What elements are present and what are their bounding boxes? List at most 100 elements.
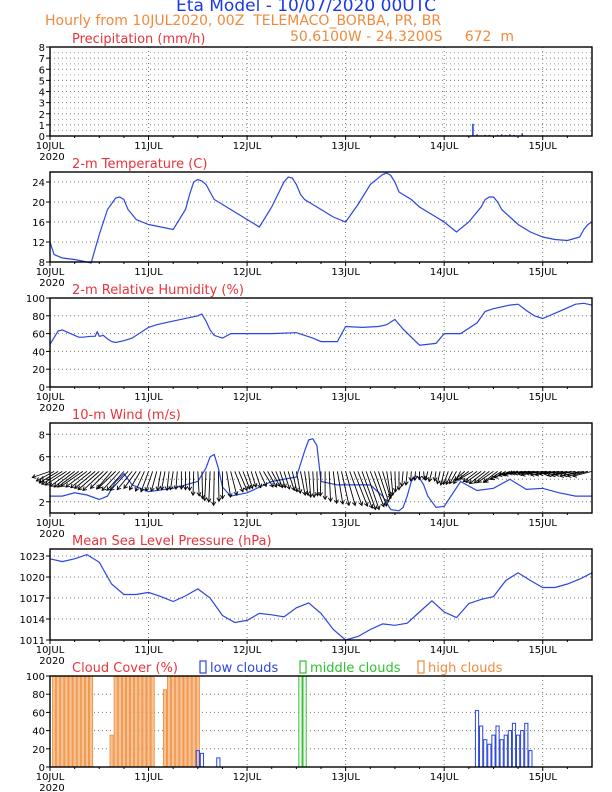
cloud-low-bar bbox=[474, 710, 480, 768]
wind-arrow-head bbox=[408, 477, 414, 482]
cloud-high-bar bbox=[183, 675, 188, 768]
wind-arrow-head bbox=[412, 476, 418, 482]
x-tick-label: 13JUL bbox=[331, 267, 360, 278]
wind-arrow bbox=[465, 471, 482, 483]
y-tick-label: 80 bbox=[32, 690, 45, 701]
wind-arrow-head bbox=[421, 475, 427, 481]
wind-arrow bbox=[436, 471, 441, 484]
x-tick-label: 14JUL bbox=[430, 772, 459, 783]
wind-arrow bbox=[525, 470, 547, 474]
wind-arrow bbox=[192, 471, 195, 496]
wind-arrow bbox=[572, 470, 593, 477]
wind-arrow-head bbox=[529, 471, 535, 477]
cloud-low-bar bbox=[524, 722, 529, 768]
y-tick-label: 100 bbox=[26, 294, 45, 305]
wind-arrow-head bbox=[453, 479, 458, 485]
panel-frame bbox=[49, 422, 593, 514]
x-tick-label: 13JUL bbox=[331, 518, 360, 529]
wind-arrow bbox=[129, 471, 141, 490]
wind-arrow-head bbox=[65, 483, 70, 488]
wind-arrow-head bbox=[358, 501, 364, 507]
wind-arrow-head bbox=[216, 497, 222, 503]
y-tick-label: 4 bbox=[39, 475, 45, 486]
y-tick-label: 1011 bbox=[20, 636, 45, 647]
wind-arrow bbox=[410, 471, 412, 481]
wind-arrow bbox=[110, 471, 129, 491]
x-tick-label: 10JUL bbox=[36, 392, 65, 403]
y-tick-label: 20 bbox=[32, 745, 45, 756]
wind-arrow-head bbox=[393, 487, 398, 493]
wind-arrow-head bbox=[442, 480, 447, 486]
cloud-high-bar bbox=[121, 675, 126, 768]
wind-arrow-head bbox=[559, 472, 565, 478]
wind-arrow bbox=[308, 471, 312, 498]
cloud-high-bar bbox=[56, 675, 61, 768]
wind-arrow-head bbox=[345, 501, 351, 507]
x-tick-label: 10JUL bbox=[36, 645, 65, 656]
cloud-high-bar bbox=[80, 675, 85, 768]
panel-frame bbox=[49, 171, 593, 263]
mslp-series-line bbox=[49, 553, 593, 641]
x-tick-label: 12JUL bbox=[233, 645, 262, 656]
wind-arrow-head bbox=[538, 471, 544, 477]
wind-arrow bbox=[213, 471, 215, 506]
y-tick-label: 12 bbox=[32, 238, 45, 249]
wind-arrow-head bbox=[173, 485, 179, 490]
wind-arrow bbox=[316, 471, 319, 496]
wind-arrow bbox=[469, 471, 486, 484]
wind-arrow bbox=[279, 471, 286, 488]
wind-arrow-head bbox=[123, 484, 128, 490]
y-tick-label: 60 bbox=[32, 708, 45, 719]
wind-arrow bbox=[445, 471, 453, 485]
wind-arrow-head bbox=[455, 476, 461, 481]
wind-arrow bbox=[166, 471, 170, 491]
wind-arrow bbox=[123, 471, 137, 489]
wind-arrow bbox=[250, 471, 257, 488]
x-tick-label: 13JUL bbox=[331, 392, 360, 403]
x-tick-label: 10JUL bbox=[36, 772, 65, 783]
wind-arrow-head bbox=[38, 479, 44, 484]
wind-arrow-head bbox=[333, 499, 339, 505]
precip-bar bbox=[476, 134, 478, 136]
x-tick-label: 15JUL bbox=[528, 392, 557, 403]
wind-arrow bbox=[287, 471, 295, 491]
y-tick-label: 100 bbox=[26, 672, 45, 683]
wind-arrow bbox=[208, 471, 211, 502]
wind-arrow-head bbox=[89, 484, 95, 490]
wind-arrow-head bbox=[227, 493, 233, 499]
wind-arrow bbox=[369, 471, 385, 507]
wind-arrow bbox=[544, 470, 564, 475]
wind-arrow bbox=[77, 471, 100, 491]
y-tick-label: 3 bbox=[39, 99, 45, 110]
x-tick-sublabel: 2020 bbox=[39, 278, 64, 289]
cloud-high-bar bbox=[126, 675, 131, 768]
wind-arrow-head bbox=[520, 471, 526, 477]
wind-arrow bbox=[414, 471, 416, 481]
x-tick-label: 13JUL bbox=[331, 772, 360, 783]
cloud-high-bar bbox=[60, 675, 65, 768]
precip-bar bbox=[472, 123, 474, 136]
wind-arrow-head bbox=[510, 470, 516, 476]
wind-arrow-head bbox=[322, 495, 328, 501]
wind-arrow-head bbox=[297, 489, 303, 494]
cloud-low-bar bbox=[483, 739, 488, 768]
y-tick-label: 24 bbox=[32, 178, 45, 189]
wind-arrow-head bbox=[202, 496, 208, 502]
wind-arrow-head bbox=[206, 498, 212, 503]
x-tick-label: 13JUL bbox=[331, 645, 360, 656]
wind-arrow bbox=[349, 471, 363, 506]
precip-bar bbox=[521, 133, 523, 136]
panel-frame bbox=[49, 548, 593, 641]
wind-arrow bbox=[434, 471, 437, 481]
wind-arrow bbox=[90, 471, 108, 489]
wind-arrow-head bbox=[134, 486, 140, 492]
wind-arrow-head bbox=[249, 484, 254, 490]
wind-arrow-head bbox=[327, 497, 333, 503]
wind-arrow-head bbox=[187, 486, 193, 492]
wind-arrow bbox=[336, 471, 344, 505]
wind-arrow-head bbox=[293, 487, 299, 493]
wind-arrow bbox=[263, 471, 274, 488]
cloud-high-bar bbox=[134, 675, 139, 768]
panel-title: Cloud Cover (%) bbox=[72, 661, 178, 676]
wind-arrow bbox=[201, 471, 204, 499]
